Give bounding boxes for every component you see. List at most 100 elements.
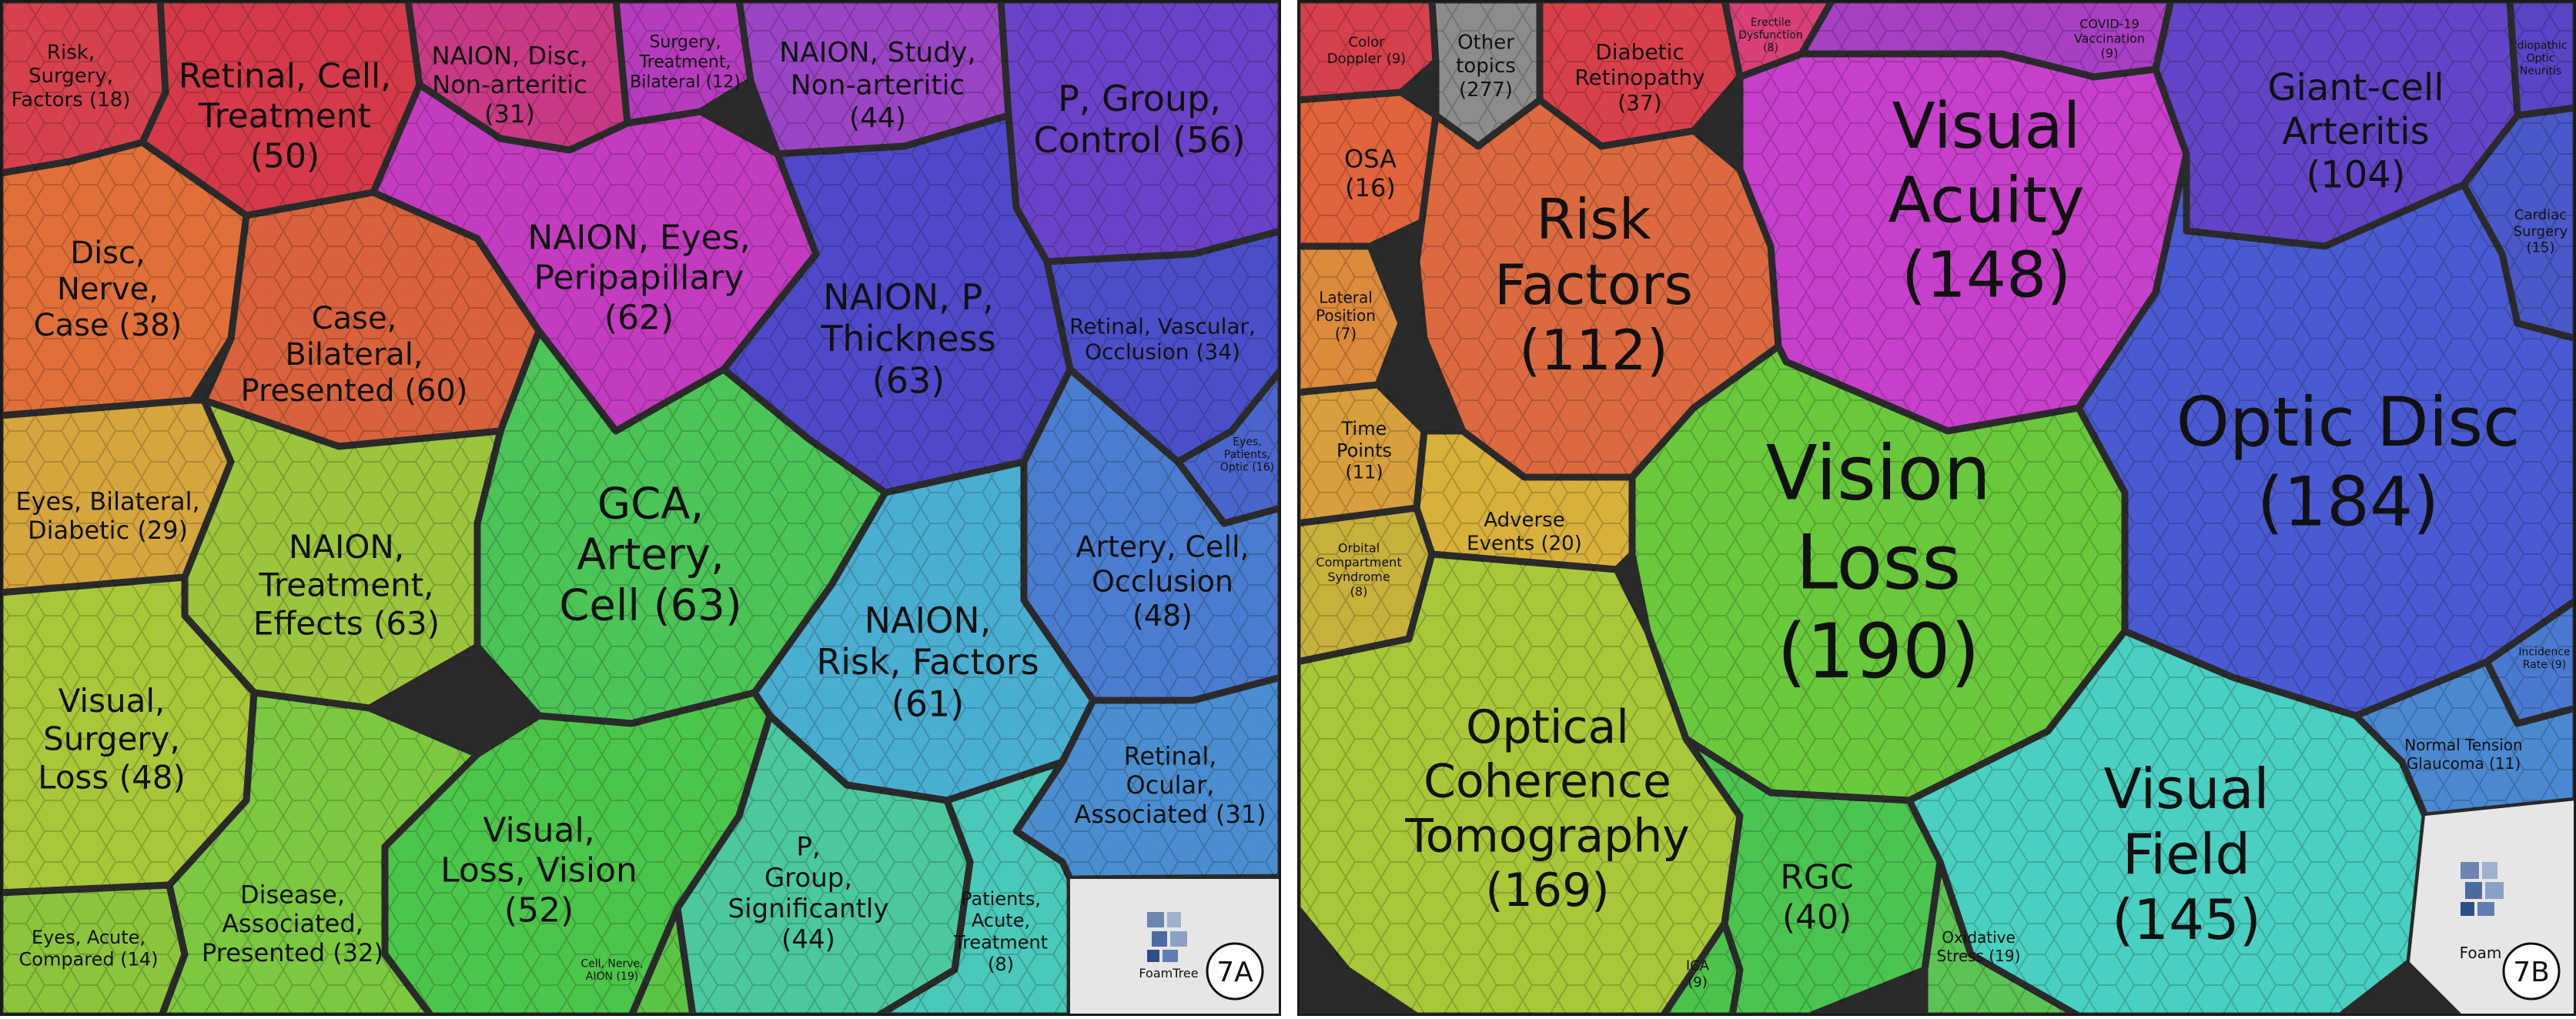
foamtree-cell-label: Optical Coherence Tomography (169) (1404, 700, 1689, 917)
foamtree-cell-label-line: (169) (1485, 864, 1609, 917)
foamtree-cell-label-line: Peripapillary (534, 258, 744, 297)
foamtree-cell-label-line: Optic Disc (2176, 383, 2521, 462)
foamtree-cell[interactable]: Adverse Events (20) (1413, 427, 1636, 573)
foamtree-cell[interactable]: Cell, Nerve, AION (19) (580, 904, 697, 1016)
foamtree-cell[interactable]: Lateral Position (7) (1297, 242, 1405, 396)
foamtree-cell[interactable]: Visual Acuity (148) (1736, 50, 2190, 435)
foamtree-cell-label: Giant-cell Arteritis (104) (2267, 66, 2444, 196)
foamtree-cell-label-line: (277) (1459, 79, 1513, 102)
foamtree-cell-label-line: Lateral (1319, 288, 1373, 306)
foamtree-cell[interactable]: Patients, Acute, Treatment (8) (874, 758, 1074, 1016)
foamtree-cell[interactable]: Visual, Surgery, Loss (48) (0, 573, 258, 897)
foamtree-cell-label-line: Effects (63) (253, 604, 440, 642)
foamtree-cell-label: P, Group, Control (56) (1033, 78, 1245, 161)
foamtree-cell-label: GCA, Artery, Cell (63) (559, 479, 741, 631)
foamtree-cell[interactable]: NAION, P, Thickness (63) (720, 112, 1074, 496)
foamtree-cell-label-line: Visual, (483, 810, 594, 850)
foamtree-cell[interactable]: Retinal, Vascular, Occlusion (34) (1043, 227, 1281, 466)
foamtree-cell-subgroups (754, 462, 1093, 800)
foamtree-cell[interactable]: ICA (9) (1659, 920, 1744, 1016)
foamtree-cell[interactable]: Optic Disc (184) (2075, 150, 2576, 720)
foamtree-cell-label: Idiopathic Optic Neuritis (2514, 39, 2568, 77)
foamtree-cell-label-line: P, Group, (1058, 78, 1221, 119)
foamtree-cell-label-line: Optic (2527, 52, 2555, 65)
foamtree-cell-label-line: Retinal, (1124, 741, 1217, 770)
foamtree-cell[interactable]: Risk Factors (112) (1413, 96, 1782, 481)
foamtree-cell[interactable]: P, Group, Control (56) (997, 0, 1281, 266)
foamtree-cell-label-line: GCA, (597, 479, 704, 530)
foamtree-cell-label-line: Oxidative (1942, 928, 2016, 947)
foamtree-cell[interactable]: Other topics (277) (1428, 0, 1544, 150)
foamtree-cell-label-line: OSA (1344, 144, 1397, 173)
foamtree-cell-label-line: Case, (312, 301, 397, 336)
foamtree-cell-label-line: Syndrome (1327, 570, 1390, 584)
foamtree-cell[interactable]: Optical Coherence Tomography (169) (1297, 550, 1744, 1016)
foamtree-cell[interactable]: RGC (40) (1682, 735, 1944, 1016)
foamtree-cell[interactable]: Eyes, Acute, Compared (14) (0, 881, 189, 1016)
foamtree-cell[interactable]: NAION, Study, Non-arteritic (44) (735, 0, 1012, 158)
foamtree-cell-subgroups (0, 0, 166, 173)
foamtree-cell-label-line: (40) (1782, 897, 1852, 937)
foamtree-cell-subgroups (204, 192, 539, 446)
foamtree-cell-subgroups (1417, 431, 1632, 570)
foamtree-cell[interactable]: Visual, Loss, Vision (52) (381, 689, 774, 1016)
foamtree-cell[interactable]: Time Points (11) (1297, 381, 1428, 527)
foamtree-cell-label: Disc, Nerve, Case (38) (34, 236, 182, 343)
foamtree-cell-label: Oxidative Stress (19) (1937, 928, 2021, 965)
foamtree-cell-subgroups (1909, 631, 2425, 1016)
foamtree-cell-subgroups (1178, 369, 1281, 523)
foamtree-cell-label: Optic Disc (184) (2176, 383, 2521, 542)
foamtree-cell-label-line: Orbital (1338, 540, 1380, 555)
foamtree-cell-label-line: (48) (1132, 599, 1193, 633)
foamtree-cell-label: Incidence Rate (9) (2518, 646, 2570, 672)
foamtree-cell[interactable]: Surgery, Treatment, Bilateral (12) (612, 0, 754, 127)
foamtree-cell[interactable]: Color Doppler (9) (1297, 0, 1440, 104)
foamtree-cell-label: ICA (9) (1686, 958, 1710, 991)
foamtree-cell-label: Risk, Surgery, Factors (18) (12, 41, 131, 111)
foamtree-cell[interactable]: Visual Field (145) (1905, 627, 2429, 1016)
foamtree-cell-label-line: Retinal, Cell, (179, 56, 391, 95)
foamtree-cell-label-line: Cell (63) (559, 581, 741, 631)
foamtree-cell[interactable]: NAION, Treatment, Effects (63) (181, 396, 504, 712)
foamtree-cell[interactable]: NAION, Risk, Factors (61) (751, 458, 1097, 804)
foamtree-cell-label-line: (104) (2306, 153, 2405, 196)
foamtree-cell-label-line: Diabetic (29) (28, 516, 188, 545)
foamtree-cell-label-line: Disease, (240, 880, 345, 909)
foamtree-cell-label-line: Risk (1536, 187, 1651, 252)
foamtree-cell-label-line: NAION, Study, (779, 37, 976, 68)
foamtree-cell[interactable]: Risk, Surgery, Factors (18) (0, 0, 169, 177)
foamtree-cell-label-line: (31) (484, 99, 535, 129)
foamtree-cell-subgroups (2156, 0, 2517, 246)
foamtree-cell-subgroups (1297, 0, 1436, 100)
foamtree-cell-subgroups (0, 400, 231, 593)
foamtree-cell-label-line: Giant-cell (2267, 66, 2444, 109)
foamtree-cell-label-line: Thickness (820, 318, 995, 359)
foamtree-cell-label-line: Field (2123, 822, 2250, 887)
foamtree-logo-icon (1147, 912, 1187, 962)
foamtree-cell-label: RGC (40) (1780, 857, 1853, 937)
foamtree-cell[interactable]: Eyes, Bilateral, Diabetic (29) (0, 396, 235, 596)
foamtree-cell[interactable]: GCA, Artery, Cell (63) (473, 327, 889, 727)
foamtree-cell-subgroups (142, 0, 420, 215)
foamtree-cell[interactable]: Artery, Cell, Occlusion (48) (1020, 366, 1281, 704)
foamtree-cell-label-line: Significantly (728, 894, 889, 924)
foamtree-cell-label-line: (8) (1350, 584, 1368, 599)
foamtree-cell-label: Erectile Dysfunction (8) (1738, 16, 1803, 54)
foamtree-cell-label-line: Group, (764, 863, 852, 894)
foamtree-cell-label-line: Visual (2104, 757, 2270, 821)
foamtree-cell-label-line: Risk, Factors (816, 641, 1039, 683)
foamtree-cell-label-line: Optic (16) (1220, 461, 1274, 473)
foamtree-cell-label: Lateral Position (7) (1316, 288, 1376, 342)
foamtree-cell-label-line: (52) (504, 890, 574, 930)
foamtree-cell-label: OSA (16) (1344, 144, 1397, 202)
foamtree-cell[interactable]: Giant-cell Arteritis (104) (2152, 0, 2521, 250)
foamtree-cell-label-line: Treatment (953, 932, 1048, 954)
foamtree-cell-label-line: (9) (1688, 974, 1708, 991)
foamtree-cell[interactable]: Oxidative Stress (19) (1921, 858, 2083, 1016)
foamtree-logo-text-b: Foam (2460, 944, 2502, 962)
foamtree-cell-subgroups (1024, 369, 1281, 700)
foamtree-cell[interactable]: Orbital Compartment Syndrome (8) (1297, 504, 1436, 666)
foamtree-cell[interactable]: Incidence Rate (9) (2483, 596, 2576, 727)
foamtree-cell-label-line: Arteritis (2282, 110, 2429, 153)
foamtree-cell[interactable]: Disease, Associated, Presented (32) (158, 689, 481, 1016)
